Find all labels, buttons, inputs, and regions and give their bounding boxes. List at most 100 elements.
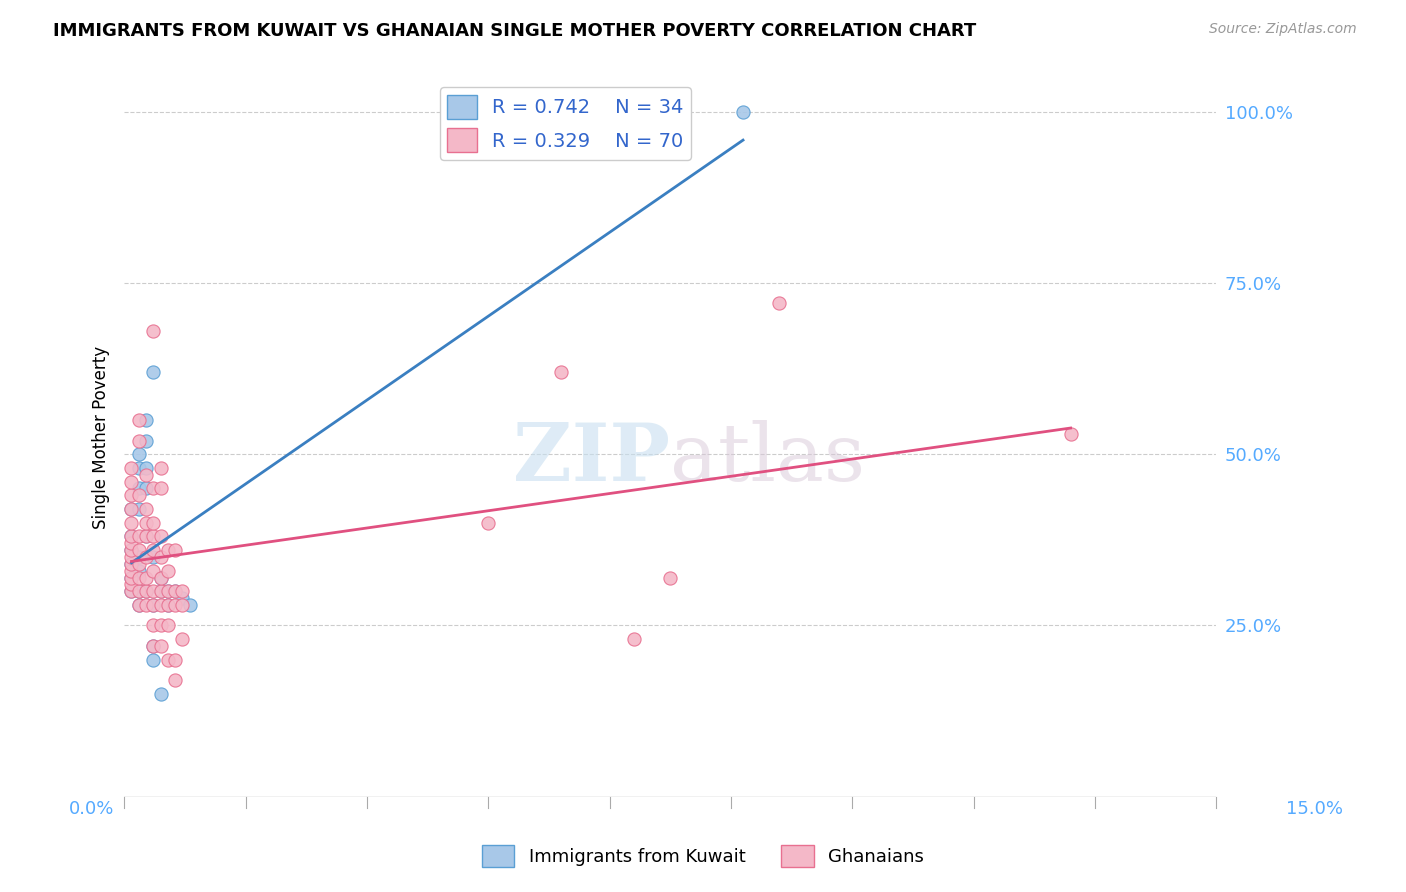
Point xyxy=(142,618,165,632)
Point xyxy=(121,536,143,550)
Point xyxy=(128,564,150,578)
Point xyxy=(156,584,179,599)
Point xyxy=(142,564,165,578)
Point xyxy=(142,584,165,599)
Point xyxy=(128,413,150,427)
Text: 15.0%: 15.0% xyxy=(1286,800,1343,818)
Point xyxy=(172,591,194,605)
Point xyxy=(121,502,143,516)
Point xyxy=(135,529,157,543)
Point xyxy=(128,502,150,516)
Point xyxy=(142,598,165,612)
Point xyxy=(135,461,157,475)
Point xyxy=(172,598,194,612)
Point xyxy=(165,584,187,599)
Text: Source: ZipAtlas.com: Source: ZipAtlas.com xyxy=(1209,22,1357,37)
Point xyxy=(121,488,143,502)
Point xyxy=(142,639,165,653)
Point xyxy=(149,639,172,653)
Point xyxy=(659,570,682,584)
Point xyxy=(121,516,143,530)
Point xyxy=(128,461,150,475)
Point xyxy=(135,482,157,496)
Point xyxy=(128,598,150,612)
Point xyxy=(149,687,172,701)
Point xyxy=(135,467,157,482)
Point xyxy=(121,502,143,516)
Point xyxy=(121,557,143,571)
Point xyxy=(142,516,165,530)
Point xyxy=(172,632,194,647)
Point xyxy=(550,365,572,379)
Point xyxy=(135,529,157,543)
Point xyxy=(128,488,150,502)
Point xyxy=(623,632,645,647)
Point xyxy=(135,584,157,599)
Point xyxy=(135,434,157,448)
Point xyxy=(768,296,790,310)
Point xyxy=(121,529,143,543)
Point xyxy=(156,598,179,612)
Point xyxy=(142,324,165,338)
Point xyxy=(121,543,143,558)
Point xyxy=(128,434,150,448)
Point xyxy=(135,570,157,584)
Point xyxy=(165,584,187,599)
Point xyxy=(128,570,150,584)
Point xyxy=(121,475,143,489)
Point xyxy=(156,543,179,558)
Point xyxy=(156,564,179,578)
Text: IMMIGRANTS FROM KUWAIT VS GHANAIAN SINGLE MOTHER POVERTY CORRELATION CHART: IMMIGRANTS FROM KUWAIT VS GHANAIAN SINGL… xyxy=(53,22,977,40)
Point xyxy=(135,502,157,516)
Text: 0.0%: 0.0% xyxy=(69,800,114,818)
Point xyxy=(142,549,165,564)
Point xyxy=(165,543,187,558)
Point xyxy=(142,543,165,558)
Point xyxy=(121,584,143,599)
Point xyxy=(165,653,187,667)
Point xyxy=(149,529,172,543)
Point xyxy=(149,584,172,599)
Point xyxy=(135,549,157,564)
Point xyxy=(121,549,143,564)
Point xyxy=(121,564,143,578)
Point xyxy=(135,598,157,612)
Point xyxy=(156,653,179,667)
Point xyxy=(149,618,172,632)
Point xyxy=(156,584,179,599)
Point xyxy=(142,529,165,543)
Point xyxy=(121,557,143,571)
Point xyxy=(128,598,150,612)
Point xyxy=(142,365,165,379)
Point xyxy=(135,413,157,427)
Legend: R = 0.742    N = 34, R = 0.329    N = 70: R = 0.742 N = 34, R = 0.329 N = 70 xyxy=(440,87,692,160)
Point xyxy=(149,570,172,584)
Point xyxy=(142,653,165,667)
Point xyxy=(121,570,143,584)
Legend: Immigrants from Kuwait, Ghanaians: Immigrants from Kuwait, Ghanaians xyxy=(474,838,932,874)
Point xyxy=(128,584,150,599)
Point xyxy=(149,570,172,584)
Point xyxy=(142,598,165,612)
Point xyxy=(149,584,172,599)
Point xyxy=(128,529,150,543)
Point xyxy=(165,598,187,612)
Point xyxy=(1059,426,1081,441)
Point xyxy=(142,482,165,496)
Text: ZIP: ZIP xyxy=(513,419,671,498)
Point xyxy=(731,104,754,119)
Y-axis label: Single Mother Poverty: Single Mother Poverty xyxy=(93,345,110,529)
Point xyxy=(149,482,172,496)
Point xyxy=(128,543,150,558)
Point xyxy=(477,516,499,530)
Point xyxy=(156,598,179,612)
Point xyxy=(121,529,143,543)
Point xyxy=(121,570,143,584)
Point xyxy=(149,549,172,564)
Point xyxy=(128,557,150,571)
Point xyxy=(172,584,194,599)
Point xyxy=(128,584,150,599)
Point xyxy=(142,639,165,653)
Point xyxy=(128,482,150,496)
Point xyxy=(149,598,172,612)
